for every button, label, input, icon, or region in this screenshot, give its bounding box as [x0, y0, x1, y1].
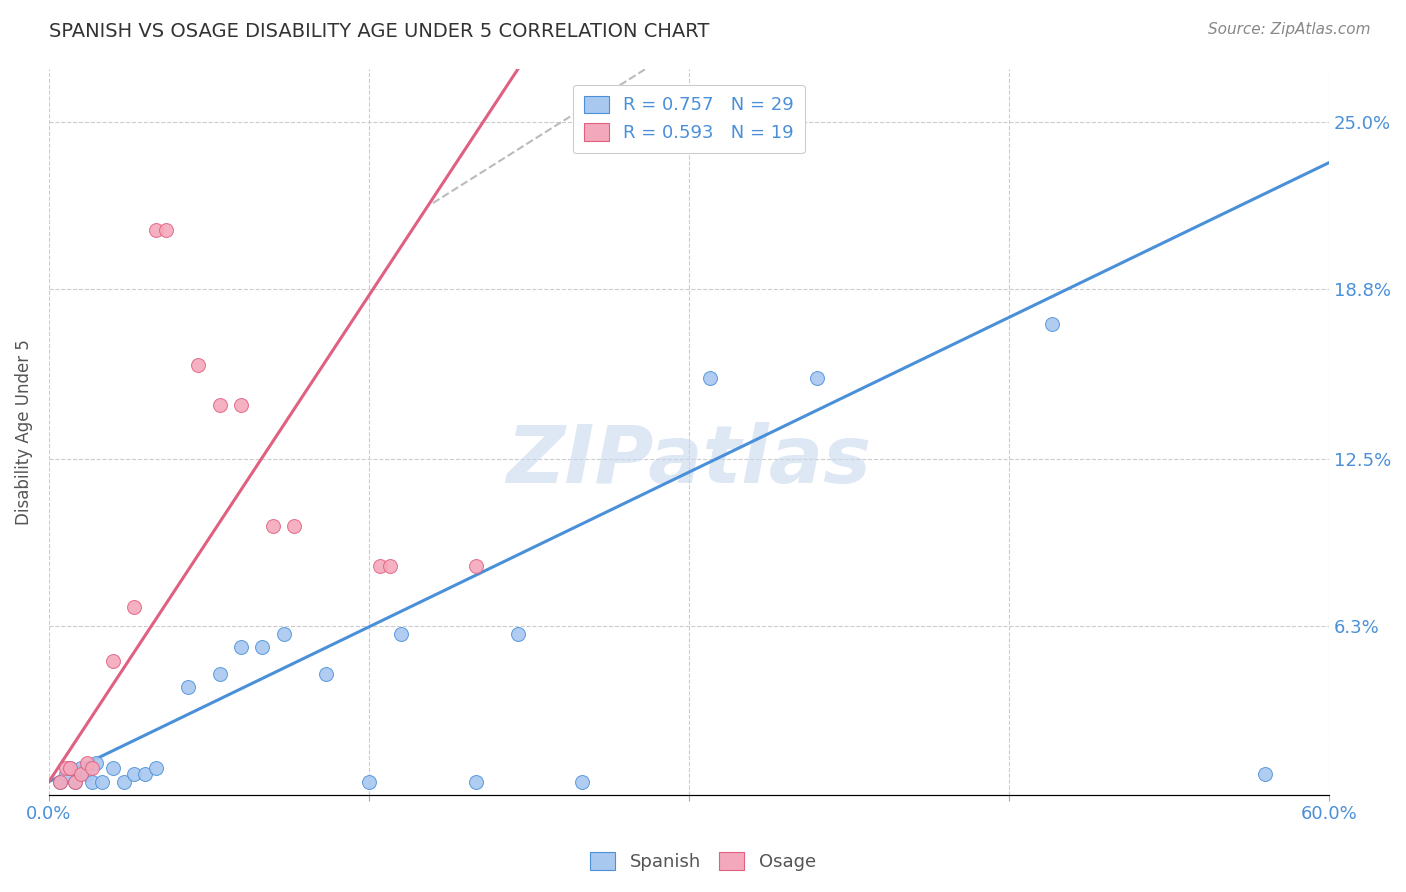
Y-axis label: Disability Age Under 5: Disability Age Under 5 [15, 339, 32, 524]
Text: ZIPatlas: ZIPatlas [506, 422, 872, 500]
Legend: R = 0.757   N = 29, R = 0.593   N = 19: R = 0.757 N = 29, R = 0.593 N = 19 [572, 85, 806, 153]
Text: SPANISH VS OSAGE DISABILITY AGE UNDER 5 CORRELATION CHART: SPANISH VS OSAGE DISABILITY AGE UNDER 5 … [49, 22, 710, 41]
Legend: Spanish, Osage: Spanish, Osage [583, 846, 823, 879]
Text: Source: ZipAtlas.com: Source: ZipAtlas.com [1208, 22, 1371, 37]
